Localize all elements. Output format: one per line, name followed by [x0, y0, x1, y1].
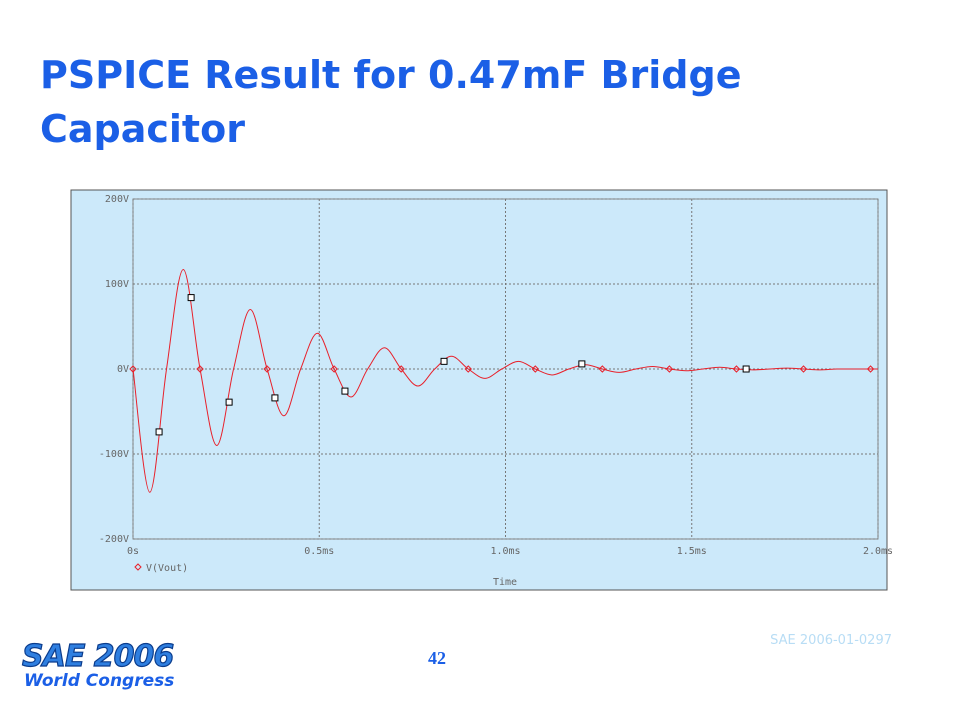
- y-tick-label: -100V: [99, 449, 129, 460]
- point-marker: [799, 365, 808, 373]
- page-number: 42: [428, 648, 446, 668]
- x-tick-label: 0s: [127, 546, 139, 557]
- cursor-point: [271, 394, 279, 402]
- point-marker: [263, 365, 271, 373]
- y-tick-label: -200V: [99, 534, 129, 545]
- cursor-point: [187, 294, 195, 302]
- x-tick-label: 1.5ms: [677, 546, 707, 557]
- point-marker: [397, 365, 405, 373]
- y-tick-label: 200V: [105, 194, 129, 205]
- logo-line2: World Congress: [24, 671, 174, 691]
- reference: SAE 2006-01-0297: [770, 633, 892, 648]
- series-line: [132, 269, 878, 493]
- point-marker: [732, 365, 741, 373]
- point-marker: [531, 365, 540, 373]
- x-tick-label: 2.0ms: [863, 546, 893, 557]
- y-tick-label: 0V: [117, 364, 129, 375]
- y-tick-label: 100V: [105, 279, 129, 290]
- cursor-point: [440, 357, 448, 365]
- cursor-point: [742, 365, 750, 373]
- x-tick-label: 1.0ms: [490, 546, 520, 557]
- point-marker: [129, 365, 137, 373]
- legend-label: V(Vout): [146, 563, 188, 574]
- point-marker: [866, 365, 875, 373]
- chart-frame: [70, 189, 888, 591]
- x-axis-label: Time: [493, 577, 517, 588]
- point-marker: [464, 365, 472, 373]
- cursor-point: [578, 360, 586, 368]
- cursor-point: [155, 428, 163, 436]
- legend-symbol: [134, 563, 142, 571]
- logo-line1: SAE 2006: [22, 639, 173, 674]
- point-marker: [665, 365, 674, 373]
- point-marker: [196, 365, 204, 373]
- point-marker: [330, 365, 338, 373]
- cursor-point: [341, 387, 349, 395]
- x-tick-label: 0.5ms: [304, 546, 334, 557]
- slide-title: PSPICE Result for 0.47mF Bridge Capacito…: [40, 53, 742, 151]
- point-marker: [598, 365, 607, 373]
- cursor-point: [225, 398, 233, 406]
